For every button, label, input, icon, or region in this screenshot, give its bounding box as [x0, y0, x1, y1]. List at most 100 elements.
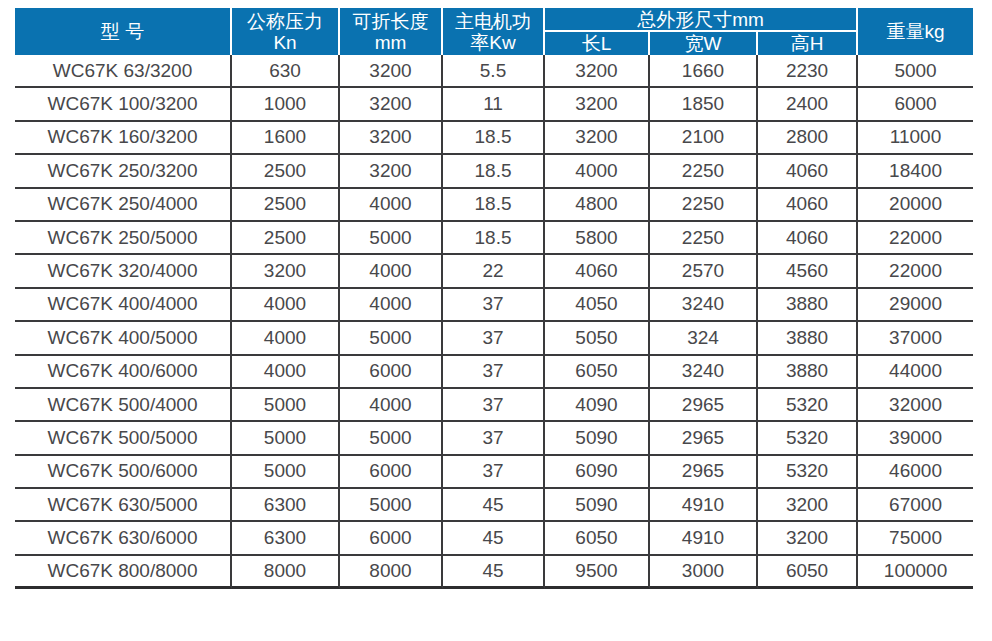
model-cell: WC67K 100/3200 [15, 88, 232, 121]
table-row: WC67K 63/320063032005.53200166022305000 [15, 55, 973, 88]
table-cell: 2250 [650, 155, 758, 188]
table-cell: 5320 [758, 456, 858, 489]
table-cell: 4000 [340, 389, 443, 422]
table-cell: 6000 [340, 456, 443, 489]
model-cell: WC67K 250/3200 [15, 155, 232, 188]
table-cell: 4050 [545, 289, 650, 322]
table-cell: 4910 [650, 489, 758, 522]
table-cell: 100000 [858, 556, 973, 589]
table-cell: 4000 [545, 155, 650, 188]
table-row: WC67K 500/600050006000376090296553204600… [15, 456, 973, 489]
table-cell: 18.5 [443, 122, 545, 155]
table-cell: 37 [443, 456, 545, 489]
header-folding-length: 可折长度 mm [340, 8, 443, 55]
table-row: WC67K 320/400032004000224060257045602200… [15, 255, 973, 288]
table-cell: 6300 [232, 522, 340, 555]
table-cell: 29000 [858, 289, 973, 322]
table-cell: 4560 [758, 255, 858, 288]
table-cell: 1660 [650, 55, 758, 88]
table-cell: 5000 [340, 489, 443, 522]
table-cell: 75000 [858, 522, 973, 555]
table-cell: 18400 [858, 155, 973, 188]
table-cell: 18.5 [443, 155, 545, 188]
table-cell: 2500 [232, 189, 340, 222]
table-cell: 5000 [232, 389, 340, 422]
table-cell: 4060 [545, 255, 650, 288]
table-cell: 630 [232, 55, 340, 88]
table-cell: 5000 [340, 422, 443, 455]
model-cell: WC67K 160/3200 [15, 122, 232, 155]
table-cell: 4000 [232, 322, 340, 355]
table-cell: 1600 [232, 122, 340, 155]
header-nominal-pressure: 公称压力 Kn [232, 8, 340, 55]
table-cell: 324 [650, 322, 758, 355]
table-cell: 2250 [650, 222, 758, 255]
table-cell: 5000 [232, 422, 340, 455]
table-cell: 4000 [340, 289, 443, 322]
table-cell: 2100 [650, 122, 758, 155]
table-cell: 45 [443, 489, 545, 522]
table-cell: 3880 [758, 356, 858, 389]
table-cell: 6000 [858, 88, 973, 121]
model-cell: WC67K 500/5000 [15, 422, 232, 455]
model-cell: WC67K 250/4000 [15, 189, 232, 222]
page: 型 号 公称压力 Kn 可折长度 mm 主电机功 率Kw 总外形尺寸mm 重量k… [0, 0, 992, 641]
table-cell: 22000 [858, 255, 973, 288]
model-cell: WC67K 630/5000 [15, 489, 232, 522]
table-cell: 5050 [545, 322, 650, 355]
table-row: WC67K 100/320010003200113200185024006000 [15, 88, 973, 121]
table-cell: 3200 [758, 522, 858, 555]
table-cell: 44000 [858, 356, 973, 389]
table-cell: 5800 [545, 222, 650, 255]
table-cell: 3200 [232, 255, 340, 288]
model-cell: WC67K 320/4000 [15, 255, 232, 288]
model-cell: WC67K 400/6000 [15, 356, 232, 389]
model-cell: WC67K 400/4000 [15, 289, 232, 322]
table-cell: 6050 [758, 556, 858, 589]
table-cell: 4910 [650, 522, 758, 555]
table-row: WC67K 500/500050005000375090296553203900… [15, 422, 973, 455]
table-cell: 4000 [232, 289, 340, 322]
table-cell: 3240 [650, 289, 758, 322]
table-cell: 2500 [232, 222, 340, 255]
table-cell: 5090 [545, 422, 650, 455]
table-cell: 2400 [758, 88, 858, 121]
table-cell: 5000 [858, 55, 973, 88]
spec-table: 型 号 公称压力 Kn 可折长度 mm 主电机功 率Kw 总外形尺寸mm 重量k… [15, 8, 973, 589]
table-cell: 5.5 [443, 55, 545, 88]
table-cell: 3200 [340, 155, 443, 188]
header-dim-length: 长L [545, 32, 650, 55]
spec-table-container: 型 号 公称压力 Kn 可折长度 mm 主电机功 率Kw 总外形尺寸mm 重量k… [15, 8, 973, 589]
table-cell: 6000 [340, 356, 443, 389]
table-cell: 3880 [758, 322, 858, 355]
table-cell: 3240 [650, 356, 758, 389]
table-cell: 5000 [340, 222, 443, 255]
table-cell: 6050 [545, 522, 650, 555]
table-cell: 6050 [545, 356, 650, 389]
table-cell: 3200 [545, 122, 650, 155]
table-cell: 4060 [758, 155, 858, 188]
table-cell: 2965 [650, 456, 758, 489]
table-row: WC67K 250/32002500320018.540002250406018… [15, 155, 973, 188]
table-row: WC67K 800/800080008000459500300060501000… [15, 556, 973, 589]
model-cell: WC67K 500/4000 [15, 389, 232, 422]
table-cell: 9500 [545, 556, 650, 589]
table-cell: 11 [443, 88, 545, 121]
table-cell: 37 [443, 389, 545, 422]
table-cell: 4060 [758, 222, 858, 255]
model-cell: WC67K 63/3200 [15, 55, 232, 88]
table-cell: 22000 [858, 222, 973, 255]
table-cell: 45 [443, 522, 545, 555]
table-cell: 3200 [758, 489, 858, 522]
table-cell: 3200 [340, 55, 443, 88]
header-dim-height: 高H [758, 32, 858, 55]
table-cell: 4000 [340, 189, 443, 222]
table-cell: 4000 [340, 255, 443, 288]
table-body: WC67K 63/320063032005.53200166022305000W… [15, 55, 973, 589]
table-row: WC67K 630/600063006000456050491032007500… [15, 522, 973, 555]
table-cell: 67000 [858, 489, 973, 522]
model-cell: WC67K 800/8000 [15, 556, 232, 589]
table-cell: 2570 [650, 255, 758, 288]
table-row: WC67K 250/50002500500018.558002250406022… [15, 222, 973, 255]
table-cell: 39000 [858, 422, 973, 455]
